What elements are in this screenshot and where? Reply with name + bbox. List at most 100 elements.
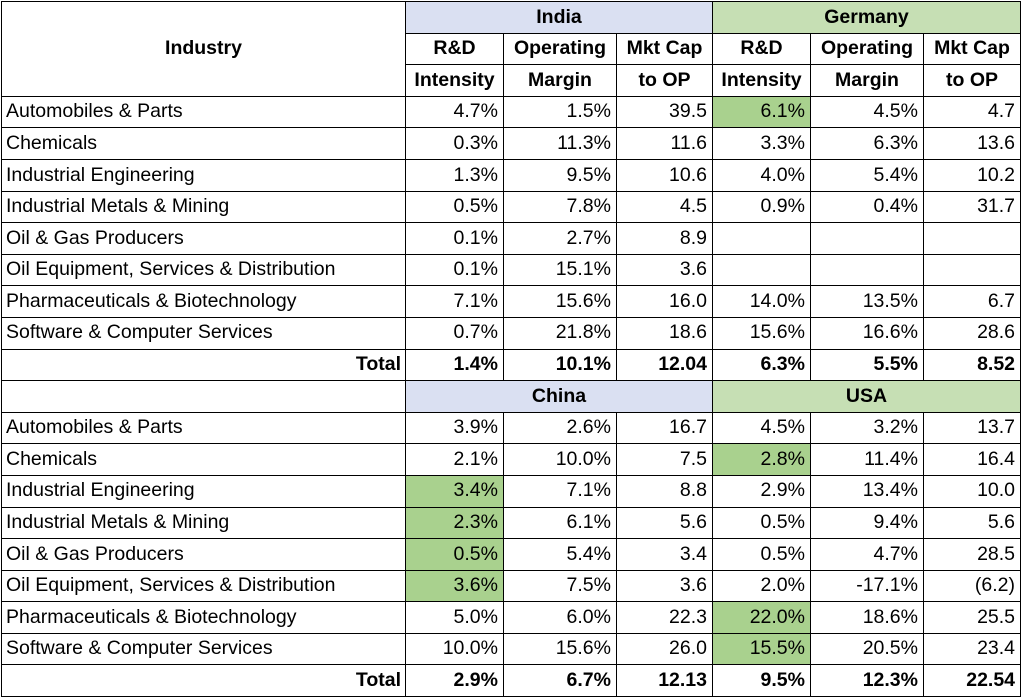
value-cell: 1.3% (405, 158, 504, 192)
total-row: Total 2.9% 6.7% 12.13 9.5% 12.3% 22.54 (1, 664, 1022, 698)
value-cell: 13.5% (810, 285, 924, 318)
value-cell: 0.5% (712, 506, 811, 540)
value-cell: 4.0% (712, 158, 811, 192)
value-cell: 7.1% (503, 474, 617, 508)
value-cell: 5.4% (810, 158, 924, 192)
value-cell: 0.1% (405, 253, 504, 287)
value-cell: 14.0% (712, 285, 811, 318)
value-cell: 15.5% (712, 632, 811, 666)
value-cell: 7.5% (503, 569, 617, 603)
industry-cell: Oil Equipment, Services & Distribution (1, 253, 406, 287)
total-label: Total (1, 664, 406, 698)
value-cell (712, 222, 811, 255)
value-cell: 3.6% (405, 569, 504, 603)
value-cell: 0.3% (405, 127, 504, 160)
table-row: Industrial Metals & Mining 2.3% 6.1% 5.6 0.5… (1, 506, 1022, 540)
table-row: Automobiles & Parts 3.9% 2.6% 16.7 4.5% 3.2% 1… (1, 411, 1022, 445)
value-cell: 6.3% (810, 127, 924, 160)
total-value-cell: 10.1% (503, 348, 617, 382)
value-cell: 16.7 (616, 411, 713, 445)
value-cell: 0.5% (712, 538, 811, 571)
table-row: Oil & Gas Producers 0.1% 2.7% 8.9 (1, 222, 1022, 255)
table-row: Pharmaceuticals & Biotechnology 5.0% 6.0% 2… (1, 601, 1022, 634)
value-cell: 10.2 (922, 158, 1022, 192)
industry-column-header: Industry (1, 1, 406, 97)
table-row: Automobiles & Parts 4.7% 1.5% 39.5 6.1% 4.5% 4… (1, 95, 1022, 129)
metric-header-line2: Margin (810, 64, 924, 97)
value-cell: 10.0 (922, 474, 1022, 508)
value-cell: 6.1% (503, 506, 617, 540)
value-cell: 4.5% (712, 411, 811, 445)
value-cell: 13.6 (922, 127, 1022, 160)
industry-cell: Automobiles & Parts (1, 95, 406, 129)
value-cell: 0.4% (810, 190, 924, 224)
value-cell: 4.7% (405, 95, 504, 129)
value-cell: 4.7 (922, 95, 1022, 129)
industry-cell: Oil & Gas Producers (1, 538, 406, 571)
value-cell: 18.6% (810, 601, 924, 634)
industry-cell: Oil Equipment, Services & Distribution (1, 569, 406, 603)
country-header-china: China (405, 380, 713, 413)
table-row: Industrial Engineering 3.4% 7.1% 8.8 2.9% 13.… (1, 474, 1022, 508)
value-cell: 3.6 (616, 253, 713, 287)
table-row: Chemicals 0.3% 11.3% 11.6 3.3% 6.3% 13.6 (1, 127, 1022, 160)
empty-header-cell (1, 380, 406, 413)
metric-header-line1: Operating (503, 32, 617, 66)
metric-header-line1: R&D (405, 32, 504, 66)
value-cell: 2.6% (503, 411, 617, 445)
value-cell: 9.5% (503, 158, 617, 192)
value-cell: 2.8% (712, 443, 811, 476)
value-cell: 2.3% (405, 506, 504, 540)
value-cell: 39.5 (616, 95, 713, 129)
value-cell: 5.6 (922, 506, 1022, 540)
value-cell: 2.7% (503, 222, 617, 255)
value-cell: 13.4% (810, 474, 924, 508)
table-row: Pharmaceuticals & Biotechnology 7.1% 15.6%… (1, 285, 1022, 318)
total-value-cell: 12.13 (616, 664, 713, 698)
value-cell: 6.0% (503, 601, 617, 634)
table-row: Industrial Metals & Mining 0.5% 7.8% 4.5 0.9… (1, 190, 1022, 224)
value-cell (810, 253, 924, 287)
value-cell: 15.6% (503, 285, 617, 318)
industry-cell: Industrial Metals & Mining (1, 190, 406, 224)
value-cell: 25.5 (922, 601, 1022, 634)
value-cell: 3.9% (405, 411, 504, 445)
value-cell: 8.8 (616, 474, 713, 508)
value-cell: 0.1% (405, 222, 504, 255)
value-cell (810, 222, 924, 255)
industry-cell: Automobiles & Parts (1, 411, 406, 445)
industry-cell: Industrial Engineering (1, 158, 406, 192)
metric-header-line1: Operating (810, 32, 924, 66)
value-cell: -17.1% (810, 569, 924, 603)
value-cell: 21.8% (503, 316, 617, 350)
value-cell: 13.7 (922, 411, 1022, 445)
country-header-row: China USA (1, 380, 1022, 413)
metric-header-line2: Intensity (712, 64, 811, 97)
total-row: Total 1.4% 10.1% 12.04 6.3% 5.5% 8.52 (1, 348, 1022, 382)
value-cell: 0.5% (405, 190, 504, 224)
value-cell: 5.4% (503, 538, 617, 571)
value-cell: 11.3% (503, 127, 617, 160)
total-value-cell: 5.5% (810, 348, 924, 382)
metric-header-line1: R&D (712, 32, 811, 66)
value-cell: 22.0% (712, 601, 811, 634)
metric-header-row-2: Intensity Margin to OP Intensity Margin … (2, 64, 1022, 97)
table-row: Oil & Gas Producers 0.5% 5.4% 3.4 0.5% 4.7% 28… (1, 538, 1022, 571)
value-cell: 16.4 (922, 443, 1022, 476)
total-value-cell: 2.9% (405, 664, 504, 698)
value-cell: 0.5% (405, 538, 504, 571)
country-header-germany: Germany (711, 1, 1022, 34)
value-cell: 22.3 (616, 601, 713, 634)
value-cell: 31.7 (922, 190, 1022, 224)
value-cell: 0.9% (712, 190, 811, 224)
metric-header-line1: Mkt Cap (616, 32, 713, 66)
value-cell: 10.0% (405, 632, 504, 666)
industry-cell: Pharmaceuticals & Biotechnology (1, 601, 406, 634)
metric-header-line2: to OP (616, 64, 713, 97)
value-cell: 10.0% (503, 443, 617, 476)
country-header-row: Industry India Germany (1, 1, 1022, 97)
value-cell: 16.0 (616, 285, 713, 318)
value-cell: 6.1% (712, 95, 811, 129)
